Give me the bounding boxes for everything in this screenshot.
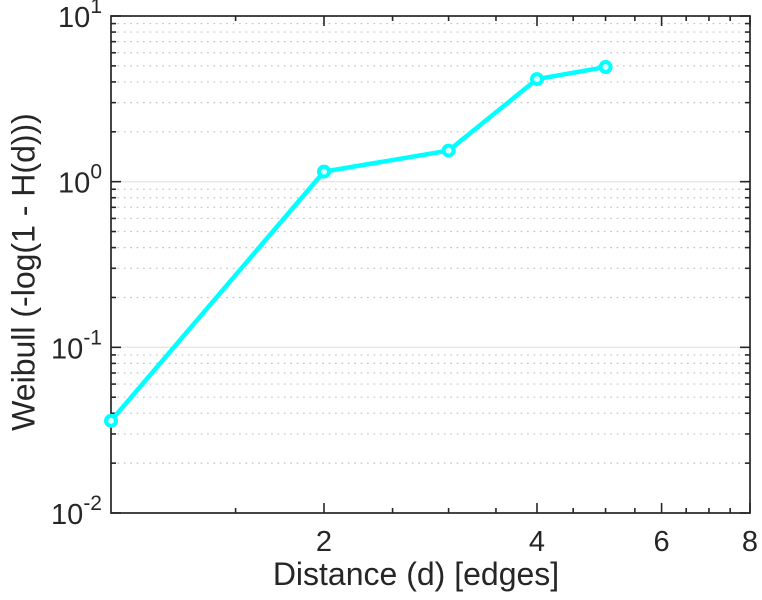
- x-tick-label: 2: [316, 526, 332, 558]
- data-point-marker: [104, 413, 118, 428]
- x-tick-label: 4: [529, 526, 545, 558]
- axes-box: [110, 15, 751, 514]
- x-tick-label: 8: [742, 526, 758, 558]
- data-point-marker: [317, 164, 331, 179]
- y-tick-label: 101: [58, 0, 102, 34]
- x-axis-label: Distance (d) [edges]: [272, 556, 560, 592]
- data-point-marker: [441, 143, 456, 158]
- data-line: [108, 64, 608, 424]
- y-axis-label: Weibull (-log(1 - H(d))): [5, 113, 42, 431]
- y-tick-label: 10-2: [51, 492, 102, 531]
- y-tick-label: 100: [58, 161, 102, 200]
- x-tick-label: 6: [654, 526, 670, 558]
- data-point-marker: [598, 60, 613, 75]
- y-tick-label: 10-1: [51, 326, 102, 365]
- data-point-marker: [530, 72, 544, 87]
